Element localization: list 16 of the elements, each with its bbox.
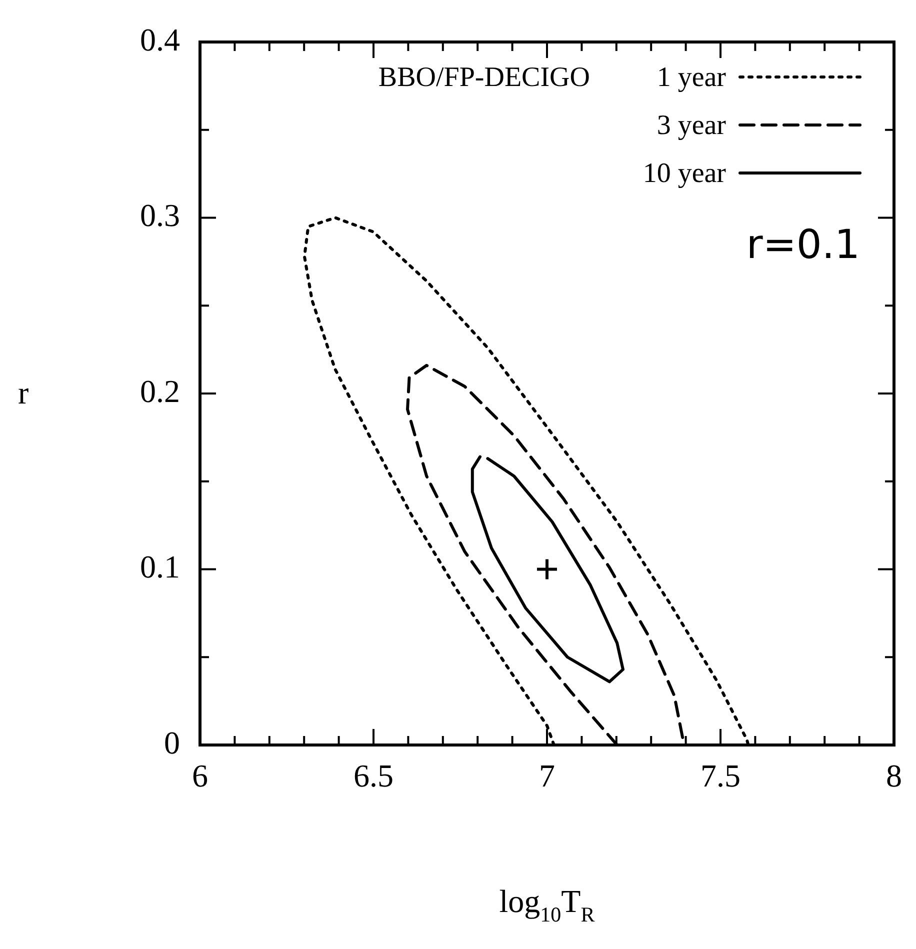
- x-tick-label: 7: [539, 758, 555, 794]
- legend-label: 3 year: [656, 110, 727, 141]
- y-tick-label: 0.1: [140, 548, 180, 585]
- y-tick-label: 0.2: [140, 372, 180, 409]
- x-tick-label: 6.5: [354, 758, 394, 794]
- legend-label: 10 year: [642, 158, 727, 189]
- y-tick-label: 0.4: [140, 21, 180, 58]
- y-tick-label: 0: [164, 724, 180, 760]
- x-tick-label: 7.5: [700, 758, 740, 794]
- x-tick-label: 8: [886, 758, 902, 794]
- legend-label: 1 year: [656, 62, 727, 93]
- legend-title: BBO/FP-DECIGO: [378, 62, 590, 93]
- y-tick-label: 0.3: [140, 197, 180, 234]
- x-tick-label: 6: [192, 758, 208, 794]
- y-axis-title: r: [18, 374, 29, 410]
- annotation: r=0.1: [746, 222, 860, 268]
